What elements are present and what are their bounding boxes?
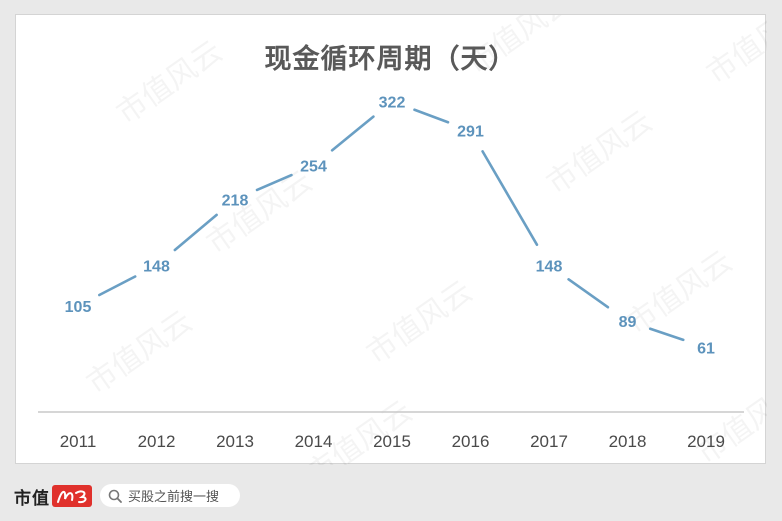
- watermark-text: 市值风云: [541, 104, 659, 201]
- x-tick-label: 2014: [295, 432, 333, 451]
- series-line-segment: [413, 108, 450, 124]
- logo-text: 市值: [14, 488, 50, 509]
- logo-mark-icon: [52, 485, 92, 507]
- series-line-segment: [173, 213, 218, 252]
- series-group: [98, 108, 685, 342]
- watermark-text: 市值风云: [691, 374, 767, 465]
- search-placeholder: 买股之前搜一搜: [128, 489, 220, 504]
- data-label: 218: [222, 192, 249, 209]
- data-label: 291: [457, 124, 484, 141]
- footer: 市值 买股之前搜一搜: [0, 470, 782, 521]
- series-line-segment: [481, 150, 539, 247]
- series-line-segment: [648, 327, 685, 342]
- x-tick-label: 2015: [373, 432, 411, 451]
- series-line-segment: [98, 275, 137, 297]
- x-tick-label: 2011: [60, 432, 97, 451]
- watermark-text: 市值风云: [81, 304, 199, 401]
- data-label: 61: [697, 340, 715, 357]
- data-label: 148: [536, 258, 563, 275]
- data-label: 322: [379, 94, 406, 111]
- x-tick-label: 2013: [216, 432, 254, 451]
- data-label: 89: [619, 314, 637, 331]
- x-tick-label: 2017: [530, 432, 568, 451]
- x-tick-label: 2018: [609, 432, 647, 451]
- search-box[interactable]: 买股之前搜一搜: [100, 484, 240, 507]
- data-label: 105: [65, 299, 92, 316]
- watermark-text: 市值风云: [361, 274, 479, 371]
- series-line-segment: [255, 173, 293, 192]
- chart-card: 市值风云 市值风云 市值风云 市值风云 市值风云 市值风云 市值风云 市值风云 市值风云 市值风云…: [15, 14, 767, 465]
- data-label: 254: [300, 159, 327, 176]
- x-tick-label: 2016: [452, 432, 490, 451]
- watermark-text: 市值风云: [621, 244, 739, 341]
- watermark-text: 市值风云: [201, 164, 319, 261]
- x-tick-label: 2019: [687, 432, 725, 451]
- x-tick-labels: 2011 2012 2013 2014 2015 2016 2017 2018 2019: [60, 432, 725, 451]
- x-tick-label: 2012: [138, 432, 176, 451]
- series-line-segment: [330, 115, 375, 152]
- series-line-segment: [567, 278, 610, 309]
- brand-logo[interactable]: 市值: [14, 484, 92, 509]
- search-icon: [108, 489, 122, 503]
- data-labels: 105 148 218 254 322 291 148 89 61: [65, 94, 715, 357]
- watermark-text: 市值风云: [301, 394, 419, 465]
- data-label: 148: [143, 258, 170, 275]
- chart-title: 现金循环周期（天）: [264, 44, 517, 75]
